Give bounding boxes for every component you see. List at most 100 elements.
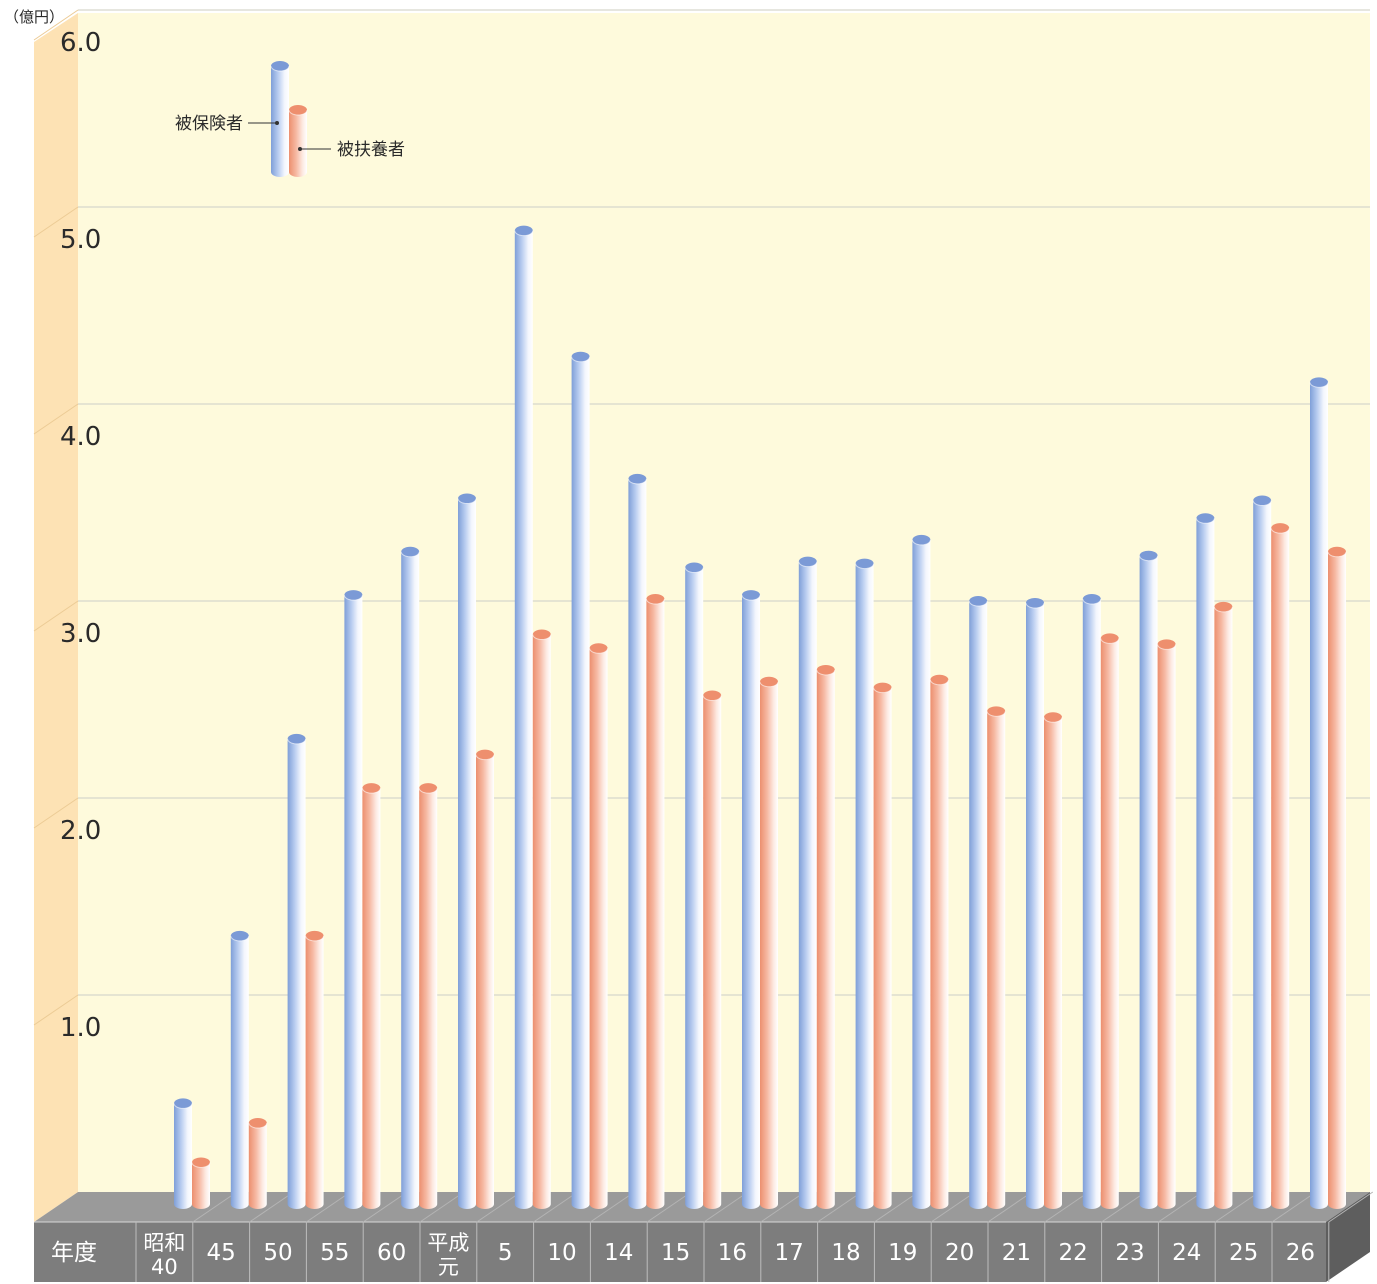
floor-divider [817, 1191, 862, 1223]
bar-insured [855, 558, 875, 1209]
x-tick-label: 15 [661, 1240, 690, 1266]
bar-insured [1195, 513, 1215, 1209]
bar-insured [968, 596, 988, 1209]
bar-insured [627, 473, 647, 1209]
floor-divider [533, 1191, 578, 1223]
y-tick-label: 5.0 [60, 225, 101, 255]
y-tick-label: 4.0 [60, 422, 101, 452]
floor-divider [590, 1191, 635, 1223]
bar-insured [343, 590, 363, 1209]
x-tick-label: 17 [775, 1240, 804, 1266]
x-tick-label: 14 [604, 1240, 633, 1266]
x-tick-label: 5 [498, 1240, 513, 1266]
bar-insured [230, 930, 250, 1209]
bar-insured [1309, 377, 1329, 1210]
floor-divider [1214, 1191, 1260, 1223]
bar-dependent [816, 664, 836, 1209]
bar-dependent [645, 594, 665, 1209]
x-tick-label: 20 [945, 1240, 974, 1266]
category-strip-side [1326, 1192, 1370, 1282]
legend-dot-dependent [298, 147, 302, 151]
legend-dot-insured [275, 121, 279, 125]
floor-divider [1328, 1191, 1374, 1223]
floor-divider [760, 1191, 806, 1223]
x-tick-label: 22 [1059, 1240, 1088, 1266]
floor-divider [703, 1191, 749, 1223]
y-tick-label: 2.0 [60, 816, 101, 846]
y-axis-unit: （億円） [4, 8, 64, 26]
x-tick-label: 50 [263, 1240, 292, 1266]
bar-dependent [1043, 712, 1063, 1209]
x-tick-label: 60 [377, 1240, 406, 1266]
floor-divider [1158, 1191, 1203, 1223]
side-gridline [33, 9, 79, 41]
bar-dependent [1270, 523, 1290, 1209]
bar-dependent [702, 690, 722, 1209]
floor-divider [874, 1191, 919, 1223]
bar-insured [400, 546, 420, 1209]
x-tick-label: 19 [888, 1240, 917, 1266]
y-tick-label: 1.0 [60, 1013, 101, 1043]
floor-divider [1044, 1191, 1090, 1223]
bar-insured [571, 351, 591, 1210]
plot-side-wall [34, 13, 78, 1222]
floor-divider [362, 1191, 408, 1223]
side-gridline [33, 206, 79, 238]
bar-dependent [191, 1157, 211, 1209]
x-tick-label: 55 [320, 1240, 349, 1266]
x-tick-label: 25 [1229, 1240, 1258, 1266]
side-gridline [33, 797, 79, 829]
x-tick-label: 10 [547, 1240, 576, 1266]
bar-insured [1252, 495, 1272, 1209]
x-tick-label: 平成元 [427, 1231, 469, 1279]
bar-dependent [929, 674, 949, 1209]
side-gridline [33, 600, 79, 632]
x-tick-label: 昭和 40 [143, 1231, 185, 1279]
x-axis-categories: 年度 昭和 40 45 50 55 60 平成元 5 10 14 15 16 17 18 19 20 21 22 23… [51, 1191, 1374, 1282]
bar-insured [1025, 597, 1045, 1209]
legend-label-dependent: 被扶養者 [337, 140, 405, 160]
bar-insured [1082, 594, 1102, 1209]
x-tick-label: 21 [1002, 1240, 1031, 1266]
bar-insured [173, 1098, 193, 1209]
bar-dependent [532, 629, 552, 1209]
bar-insured [798, 556, 818, 1209]
y-tick-label: 3.0 [60, 619, 101, 649]
bar-dependent [986, 706, 1006, 1209]
floor-divider [1101, 1191, 1146, 1223]
bar-insured [457, 493, 477, 1209]
bar-insured [1139, 550, 1159, 1209]
bar-dependent [1213, 601, 1233, 1209]
floor-divider [306, 1191, 351, 1223]
bar-dependent [418, 783, 438, 1209]
plot-back-wall [78, 13, 1370, 1192]
category-strip [34, 1222, 1326, 1282]
floor-divider [249, 1191, 294, 1223]
bar-dependent [1100, 633, 1120, 1209]
x-tick-label: 26 [1286, 1240, 1315, 1266]
bar-insured [684, 562, 704, 1209]
floor-divider [987, 1191, 1033, 1223]
legend-swatch-insured [270, 61, 290, 177]
bars [173, 225, 1347, 1210]
legend: 被保険者 被扶養者 [175, 61, 405, 177]
bar-insured [741, 590, 761, 1209]
x-tick-label: 45 [207, 1240, 236, 1266]
bar-insured [287, 733, 307, 1209]
bar-dependent [475, 749, 495, 1209]
floor-divider [930, 1191, 976, 1223]
x-axis-label: 年度 [51, 1240, 97, 1266]
y-axis-ticks: 1.0 2.0 3.0 4.0 5.0 6.0 [60, 28, 101, 1043]
bar-dependent [759, 676, 779, 1209]
bar-dependent [361, 783, 381, 1209]
bar-insured [514, 225, 534, 1209]
x-tick-label: 18 [831, 1240, 860, 1266]
floor-divider [1271, 1191, 1317, 1223]
bar-dependent [248, 1118, 268, 1209]
side-gridline [33, 403, 79, 435]
bar-dependent [1327, 546, 1347, 1209]
legend-label-insured: 被保険者 [175, 114, 243, 134]
x-tick-label: 23 [1115, 1240, 1144, 1266]
bar-dependent [1157, 639, 1177, 1209]
